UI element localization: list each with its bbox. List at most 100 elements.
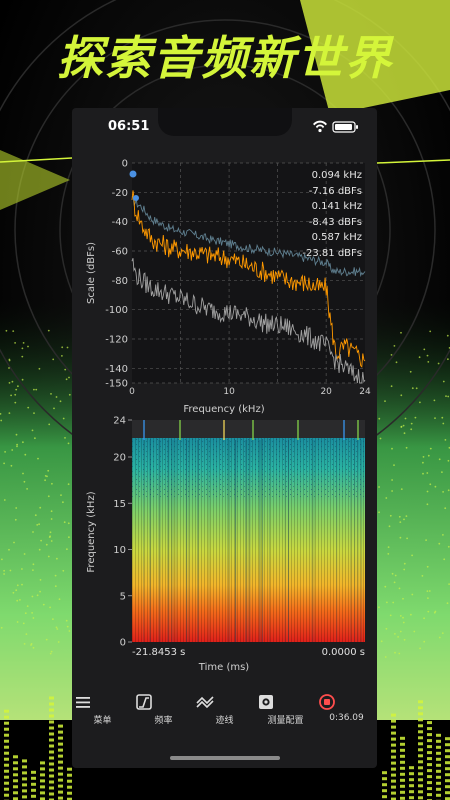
decor-bar-segment <box>418 748 423 752</box>
readout-2-freq: 0.141 kHz <box>312 201 362 212</box>
decor-dot <box>50 510 53 513</box>
decor-bar-segment <box>4 793 9 797</box>
decor-bar-segment <box>418 760 423 764</box>
decor-dot <box>48 423 51 426</box>
decor-dot <box>422 461 424 464</box>
readout-panel: 0.094 kHz -7.16 dBFs 0.141 kHz -8.43 dBF… <box>302 170 362 259</box>
decor-bar-segment <box>436 787 441 791</box>
decor-dot <box>427 597 429 599</box>
tab-frequency[interactable]: 频率 <box>133 691 194 726</box>
decor-dot <box>34 437 36 440</box>
decor-dot <box>50 518 53 520</box>
decor-dot <box>378 486 380 488</box>
decor-bar-segment <box>49 738 54 742</box>
decor-bar-segment <box>391 749 396 753</box>
decor-bar-segment <box>427 733 432 737</box>
decor-dot <box>55 626 58 629</box>
decor-dot <box>444 507 447 510</box>
decor-dot <box>422 472 424 475</box>
decor-bar-segment <box>436 745 441 749</box>
decor-dot <box>33 388 35 391</box>
decor-dot <box>429 447 432 450</box>
decor-dot <box>23 643 26 645</box>
decor-bar-segment <box>49 780 54 784</box>
decor-dot <box>434 485 437 488</box>
decor-bar-segment <box>4 781 9 785</box>
decor-bar-segment <box>67 779 72 783</box>
decor-bar-segment <box>31 788 36 792</box>
decor-dot <box>386 601 388 604</box>
decor-dot <box>32 569 34 571</box>
decor-bar-segment <box>40 761 45 765</box>
decor-bar-segment <box>391 761 396 765</box>
tab-measure-config[interactable]: 测量配置 <box>255 691 316 726</box>
decor-bar-segment <box>382 771 387 775</box>
marker-peak-1[interactable] <box>129 170 137 178</box>
decor-dot <box>419 647 421 650</box>
decor-bar-segment <box>67 797 72 800</box>
spectrum-x-tick: 10 <box>223 387 235 397</box>
spectrum-series-grey <box>131 258 366 384</box>
decor-dot <box>56 628 59 630</box>
decor-dot <box>434 417 436 419</box>
decor-dot <box>426 354 429 357</box>
decor-bar-segment <box>427 775 432 779</box>
decor-dot <box>391 447 393 450</box>
decor-bar-segment <box>58 796 63 800</box>
tab-menu[interactable]: 菜单 <box>72 691 133 726</box>
home-indicator[interactable] <box>170 756 280 760</box>
decor-bar-segment <box>4 739 9 743</box>
decor-dot <box>411 554 413 557</box>
spectrum-y-tick: -140 <box>105 364 128 375</box>
decor-dot <box>15 507 18 509</box>
decor-dot <box>409 370 412 373</box>
decor-bar-segment <box>49 714 54 718</box>
tab-record-stop[interactable]: 0:36.09 <box>316 691 377 723</box>
decor-bar-segment <box>418 784 423 788</box>
decor-bar-segment <box>400 742 405 746</box>
decor-dot <box>1 558 3 561</box>
decor-dot <box>45 638 48 641</box>
decor-dot <box>399 521 402 523</box>
decor-dot <box>419 401 421 404</box>
decor-dot <box>62 501 64 504</box>
decor-bar-segment <box>4 751 9 755</box>
phone-frame: 06:51 <box>72 108 377 768</box>
decor-dot <box>447 395 450 398</box>
decor-bar-segment <box>49 744 54 748</box>
decor-bar-segment <box>49 792 54 796</box>
decor-dot <box>378 606 380 609</box>
decor-dot <box>16 584 19 587</box>
decor-dot <box>15 388 18 391</box>
decor-dot <box>426 503 429 506</box>
decor-dot <box>56 557 58 560</box>
decor-bar-segment <box>31 794 36 798</box>
decor-dot <box>8 367 10 369</box>
decor-dot <box>52 618 54 620</box>
marker-peak-2[interactable] <box>133 195 139 201</box>
decor-dot <box>21 355 24 358</box>
decor-dot <box>447 358 449 361</box>
decor-bar-segment <box>445 797 450 800</box>
decor-bar-segment <box>49 732 54 736</box>
decor-dot <box>426 565 429 568</box>
decor-dot <box>66 346 69 349</box>
decor-dot <box>8 412 11 414</box>
decor-dot <box>24 612 27 615</box>
decor-dot <box>34 514 37 517</box>
decor-dot <box>54 574 57 577</box>
decor-dot <box>447 545 450 548</box>
decor-bar-segment <box>22 759 27 763</box>
decor-dot <box>31 429 34 432</box>
decor-bar-segment <box>49 726 54 730</box>
gear-icon <box>259 695 273 709</box>
decor-dot <box>47 495 50 498</box>
decor-bar-segment <box>445 785 450 789</box>
spectrum-y-axis-label: Scale (dBFs) <box>86 242 97 304</box>
decor-dot <box>67 442 70 445</box>
decor-dot <box>0 413 2 415</box>
tab-trace[interactable]: 迹线 <box>194 691 255 726</box>
wifi-icon <box>313 120 327 133</box>
decor-dot <box>393 581 396 584</box>
spectrogram-chart: 0 5 10 15 20 24 -21.8453 s 0.0000 s Time (ms)… <box>86 416 365 673</box>
